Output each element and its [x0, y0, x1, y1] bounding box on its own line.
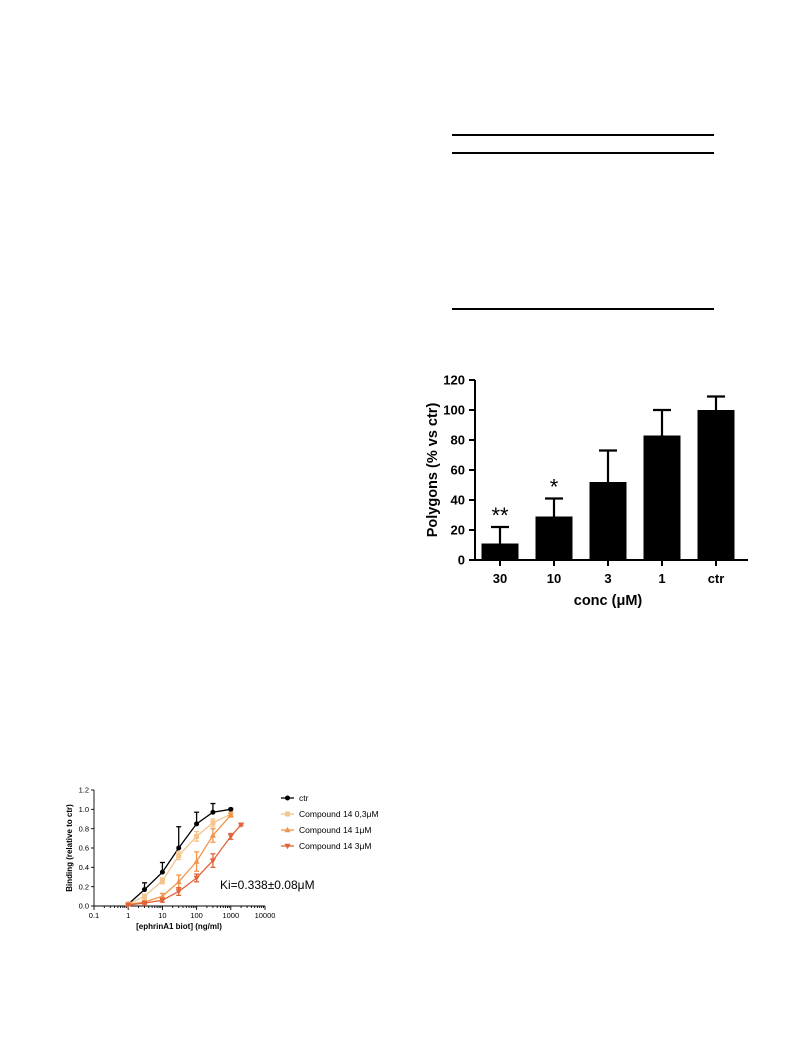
compound-14-3um-point [209, 858, 216, 864]
ctr-point [159, 869, 165, 875]
compound-14-3um-point [227, 834, 234, 840]
bar-x-tick-label: 3 [604, 571, 611, 586]
ki-annotation: Ki=0.338±0.08μM [220, 878, 315, 892]
legend-label-compound-14-1um: Compound 14 1μM [299, 825, 371, 835]
legend-label-ctr: ctr [299, 793, 309, 803]
ctr-point [194, 821, 200, 827]
binding-x-tick-label: 100 [190, 911, 203, 920]
significance-marker: ** [491, 503, 509, 528]
binding-y-axis-label: Binding (relative to ctr) [65, 804, 74, 892]
legend-marker-ctr [285, 795, 290, 801]
compound-14-0-3um-point [159, 878, 165, 884]
compound-14-3um-curve [128, 824, 242, 906]
bar-x-tick-label: ctr [708, 571, 725, 586]
compound-14-1um-point [193, 858, 200, 864]
bar [697, 410, 735, 560]
bar [643, 435, 681, 560]
bar-x-tick-label: 30 [493, 571, 507, 586]
ctr-point [228, 806, 234, 812]
bar-y-axis-label: Polygons (% vs ctr) [425, 403, 441, 538]
legend-label-compound-14-3um: Compound 14 3μM [299, 841, 371, 851]
binding-y-tick-label: 0.8 [79, 824, 89, 833]
compound-14-1um-point [227, 811, 234, 818]
binding-x-tick-label: 1 [126, 911, 130, 920]
compound-14-1um-point [209, 832, 216, 838]
compound-14-0-3um-point [142, 893, 148, 899]
ctr-point [210, 809, 216, 815]
bar-y-tick-label: 40 [451, 493, 465, 508]
binding-y-tick-label: 1.0 [79, 805, 89, 814]
compound-14-1um-point [159, 893, 166, 899]
compound-14-3um-point [193, 875, 200, 882]
table-top-rule [452, 134, 714, 136]
binding-line-chart: 0.1 1 10 100 1000 10000 0.0 0.2 0.4 0.6 0.8 1.0 1.2 c… [65, 786, 379, 931]
binding-y-tick-label: 0.0 [79, 902, 89, 911]
legend-marker-compound-14-1um [284, 826, 291, 833]
compound-14-3um-point [125, 902, 132, 909]
compound-14-3um-point [175, 889, 182, 895]
bar-y-tick-label: 0 [458, 553, 465, 568]
bar-y-tick-label: 80 [451, 433, 465, 448]
binding-x-axis-label: [ephrinA1 biot] (ng/ml) [136, 922, 222, 931]
compound-14-0-3um-point [194, 833, 200, 839]
bar-x-tick-label: 1 [658, 571, 665, 586]
compound-14-0-3um-point [176, 853, 182, 859]
compound-14-3um-point [238, 822, 245, 829]
polygons-bar-chart: 0 20 40 60 80 100 120 30 ** 10 * 3 1 ctr conc (μM) Poly… [425, 373, 748, 609]
legend-marker-compound-14-3um [284, 843, 291, 850]
binding-x-tick-label: 10000 [255, 911, 276, 920]
bar [589, 482, 627, 560]
ctr-point [142, 887, 148, 893]
binding-y-tick-label: 0.6 [79, 844, 89, 853]
significance-marker: * [550, 475, 559, 500]
table-bottom-rule [452, 308, 714, 310]
table-header-rule-segment [530, 151, 645, 154]
binding-y-tick-label: 0.4 [79, 863, 89, 872]
bar-y-tick-label: 120 [443, 373, 465, 388]
compound-14-1um-point [175, 878, 182, 885]
compound-14-3um-point [141, 900, 148, 907]
bar-y-tick-label: 20 [451, 523, 465, 538]
bar-y-tick-label: 100 [443, 403, 465, 418]
bar-x-tick-label: 10 [547, 571, 561, 586]
compound-14-0-3um-point [210, 820, 216, 826]
bar-y-tick-label: 60 [451, 463, 465, 478]
binding-y-tick-label: 1.2 [79, 786, 89, 795]
binding-x-tick-label: 0.1 [89, 911, 99, 920]
ctr-point [176, 845, 182, 851]
legend-marker-compound-14-0-3um [285, 811, 290, 817]
bar [535, 516, 573, 560]
compound-14-3um-point [159, 897, 166, 904]
bar [481, 543, 519, 560]
legend-label-compound-14-0-3um: Compound 14 0,3μM [299, 809, 379, 819]
bar-x-axis-label: conc (μM) [574, 593, 643, 609]
binding-x-tick-label: 10 [158, 911, 166, 920]
binding-x-tick-label: 1000 [222, 911, 239, 920]
binding-y-tick-label: 0.2 [79, 882, 89, 891]
